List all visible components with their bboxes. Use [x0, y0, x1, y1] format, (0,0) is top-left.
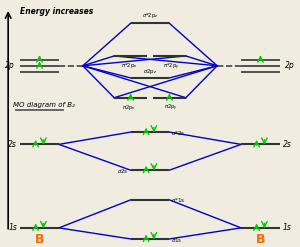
Text: 2s: 2s	[283, 140, 292, 149]
Text: $\sigma$*2s: $\sigma$*2s	[172, 129, 186, 137]
Text: $\pi$2p$_y$: $\pi$2p$_y$	[164, 103, 178, 113]
Text: B: B	[256, 233, 265, 246]
Text: 2p: 2p	[285, 61, 295, 70]
Text: $\pi$*2p$_x$: $\pi$*2p$_x$	[121, 61, 137, 70]
Text: MO diagram of B₂: MO diagram of B₂	[13, 102, 74, 108]
Text: 2p: 2p	[5, 61, 15, 70]
Text: $\sigma$2s: $\sigma$2s	[117, 167, 128, 175]
Text: 2s: 2s	[8, 140, 17, 149]
Text: $\sigma$*2p$_z$: $\sigma$*2p$_z$	[142, 11, 158, 20]
Text: 1s: 1s	[283, 223, 292, 232]
Text: $\sigma$*1s: $\sigma$*1s	[172, 196, 186, 204]
Text: 1s: 1s	[8, 223, 17, 232]
Text: Energy increases: Energy increases	[20, 7, 93, 16]
Text: $\sigma$2p$_z$: $\sigma$2p$_z$	[143, 67, 157, 76]
Text: $\sigma$1s: $\sigma$1s	[172, 236, 183, 244]
Text: $\pi$2p$_x$: $\pi$2p$_x$	[122, 103, 136, 112]
Text: $\pi$*2p$_y$: $\pi$*2p$_y$	[163, 61, 179, 72]
Text: B: B	[35, 233, 44, 246]
